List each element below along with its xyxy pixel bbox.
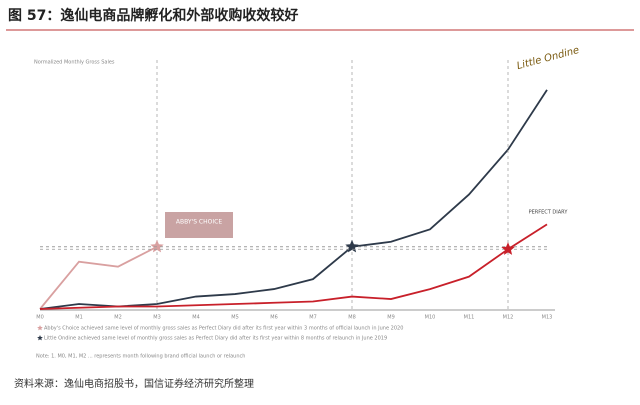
x-tick-label: M1 <box>75 315 83 321</box>
line <box>39 223 548 310</box>
x-tick-label: M13 <box>542 315 553 321</box>
x-tick-label: M5 <box>231 315 239 321</box>
x-tick-label: M4 <box>192 315 200 321</box>
line <box>39 245 158 310</box>
footnote: Abby's Choice achieved same level of mon… <box>44 326 403 332</box>
x-tick-label: M3 <box>153 315 161 321</box>
footnote: Little Ondine achieved same level of mon… <box>44 336 387 342</box>
x-tick-label: M6 <box>270 315 278 321</box>
star-marker <box>501 242 515 255</box>
logo: PERFECT DIARY <box>529 210 569 216</box>
x-tick-label: M7 <box>309 315 317 321</box>
x-tick-label: M8 <box>348 315 356 321</box>
logo: ABBY'S CHOICE <box>176 219 222 226</box>
x-tick-label: M0 <box>36 315 44 321</box>
x-tick-label: M2 <box>114 315 122 321</box>
source: 资料来源：逸仙电商招股书，国信证券经济研究所整理 <box>14 377 254 390</box>
note: Note: 1. M0, M1, M2 ... represents month… <box>36 354 245 360</box>
logo-box <box>165 212 233 238</box>
chart-title: 图 57：逸仙电商品牌孵化和外部收购收效较好 <box>8 7 298 24</box>
legend-star <box>37 325 43 331</box>
x-tick-label: M12 <box>503 315 514 321</box>
x-tick-label: M10 <box>425 315 436 321</box>
logo: Little Ondine <box>516 45 581 72</box>
legend-star <box>37 335 43 341</box>
x-tick-label: M9 <box>387 315 395 321</box>
x-tick-label: M11 <box>464 315 475 321</box>
y-axis-label: Normalized Monthly Gross Sales <box>34 60 115 66</box>
star-marker <box>150 239 164 253</box>
